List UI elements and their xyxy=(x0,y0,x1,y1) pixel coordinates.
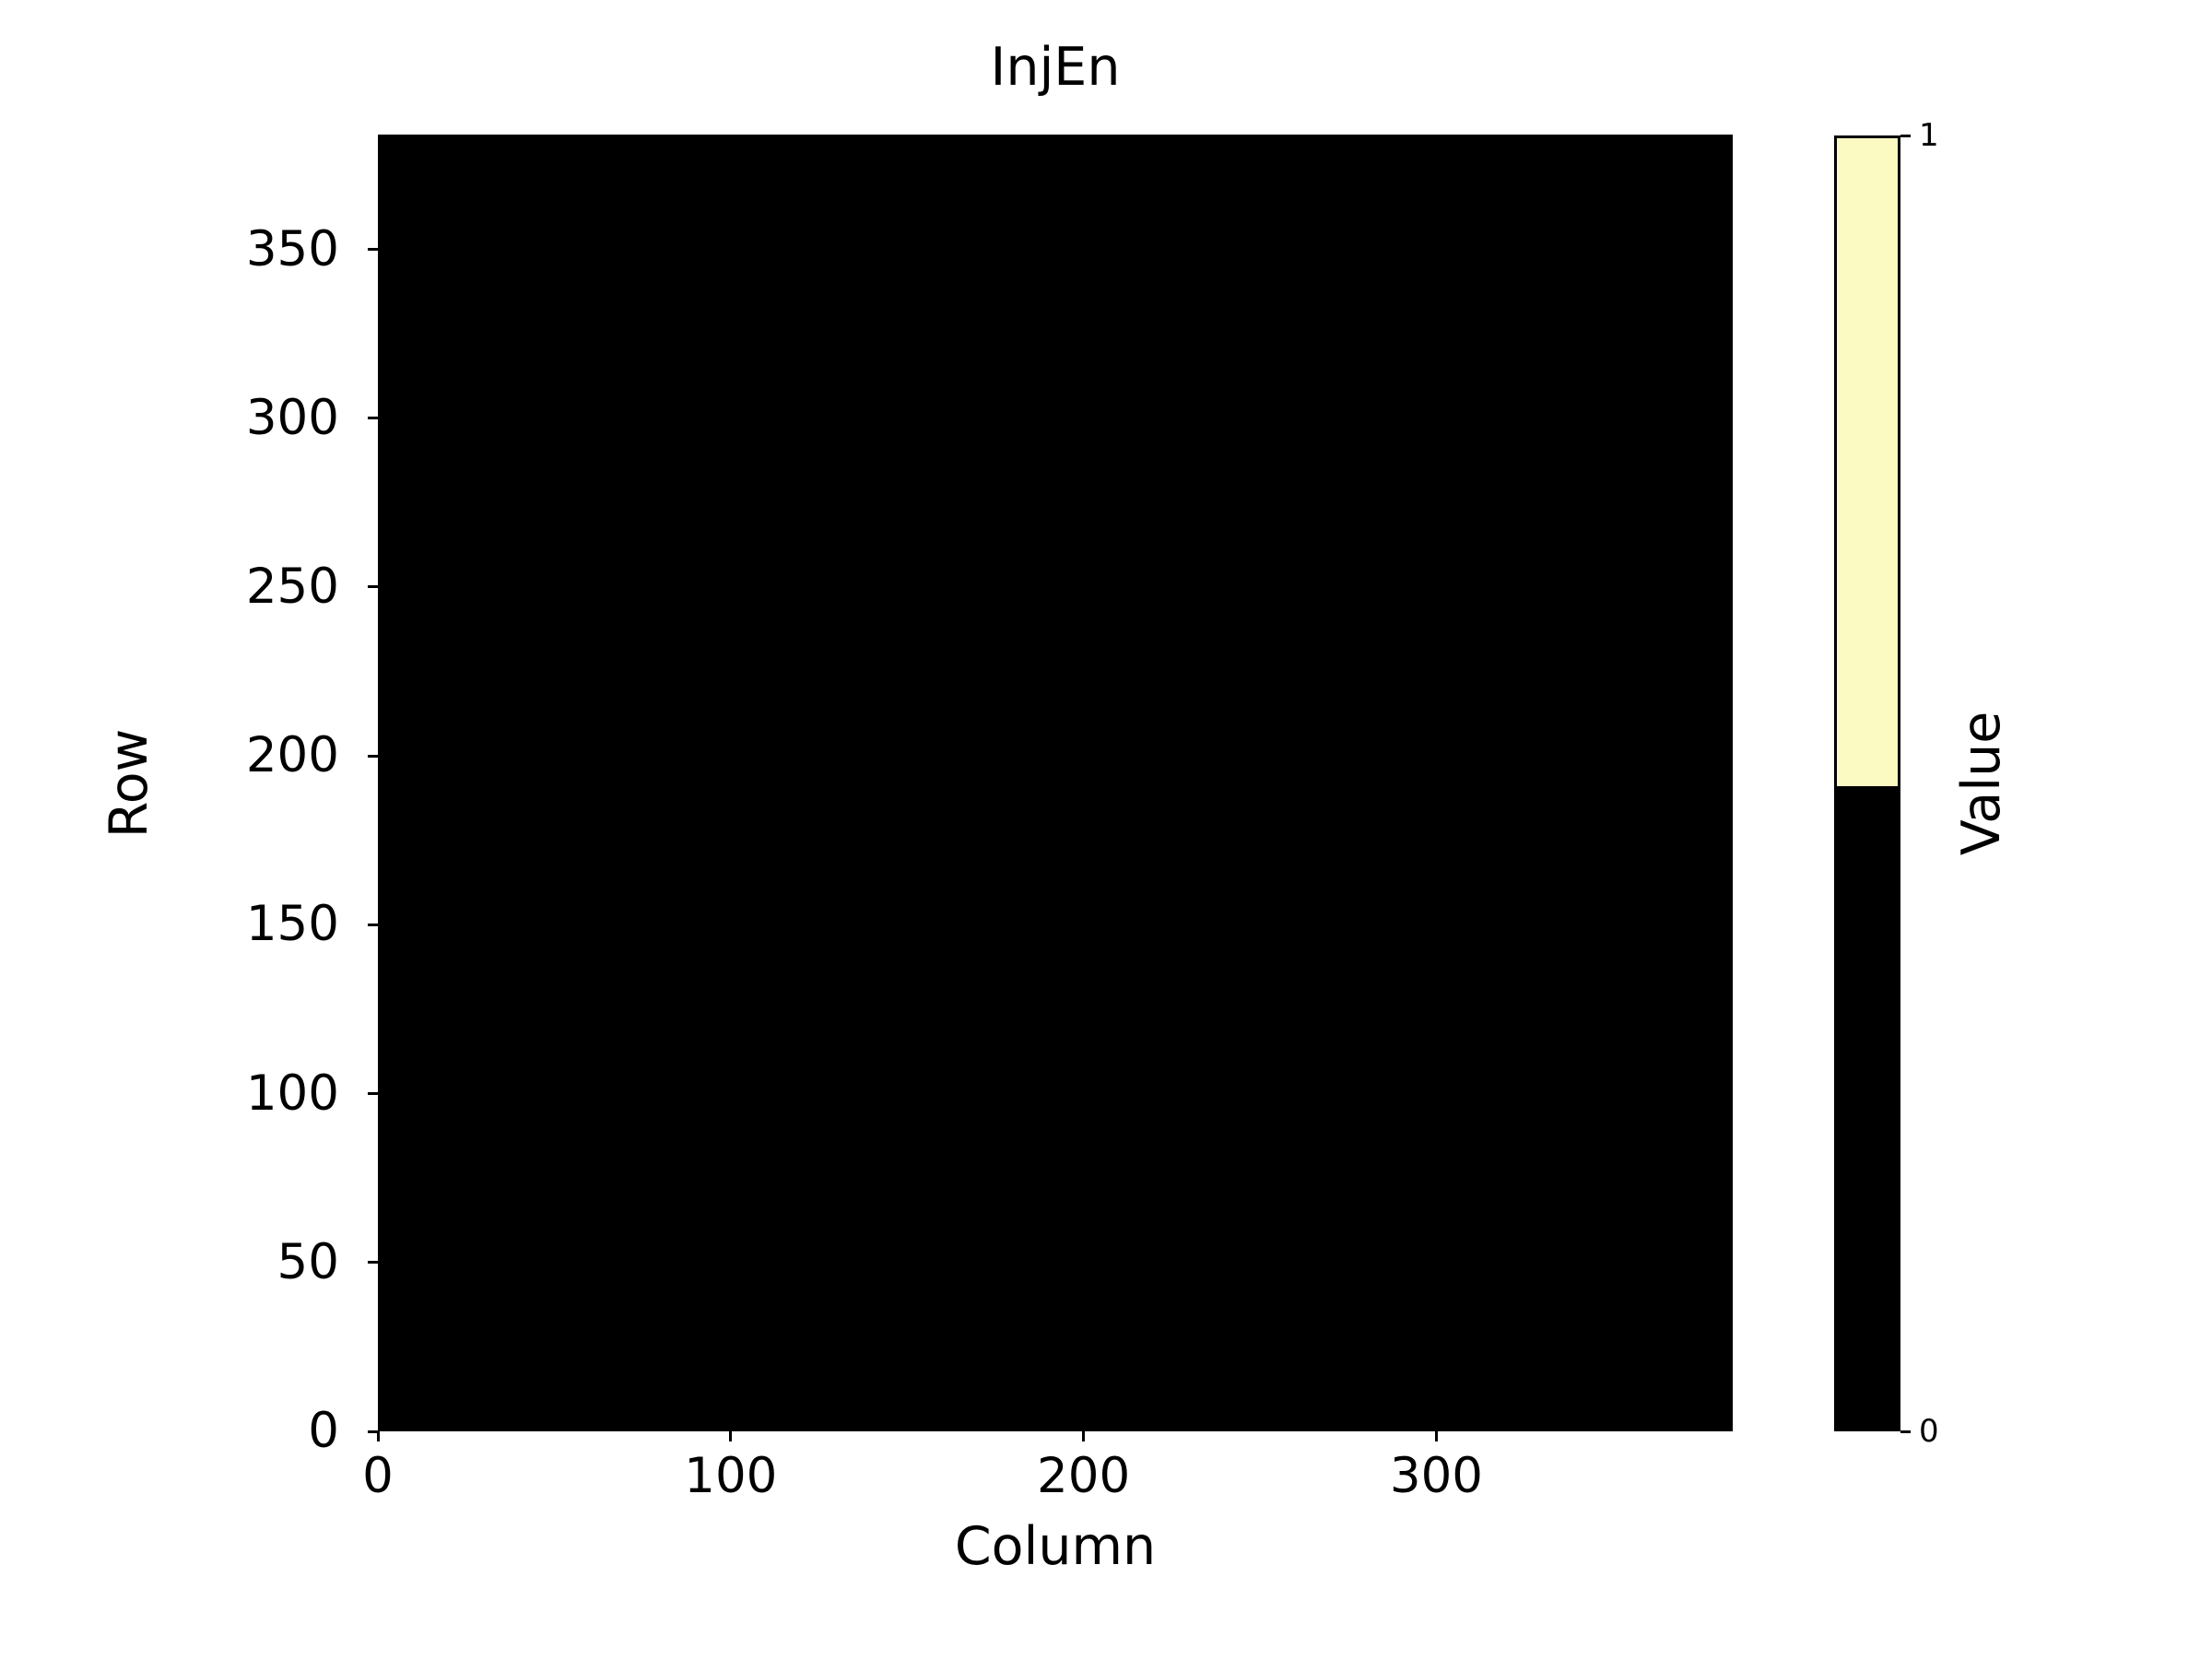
y-tick-label: 0 xyxy=(308,1403,339,1459)
y-tick-mark xyxy=(368,923,378,926)
colorbar-tick-mark xyxy=(1900,134,1911,137)
y-tick-mark xyxy=(368,1092,378,1096)
y-tick-label: 300 xyxy=(245,389,339,446)
x-tick-label: 0 xyxy=(362,1448,394,1504)
x-tick-label: 200 xyxy=(1037,1448,1131,1504)
heatmap-image xyxy=(378,135,1733,1431)
colorbar-segment-low xyxy=(1837,785,1898,1429)
y-tick-mark xyxy=(368,1261,378,1265)
x-tick-label: 300 xyxy=(1389,1448,1484,1504)
heatmap-plot-area[interactable] xyxy=(378,135,1733,1431)
colorbar-label-text: Value xyxy=(1951,711,2012,856)
y-tick-label: 250 xyxy=(245,558,339,615)
y-tick-label: 200 xyxy=(245,727,339,784)
y-tick-label: 150 xyxy=(245,896,339,953)
colorbar[interactable] xyxy=(1834,135,1900,1431)
x-tick-mark xyxy=(376,1431,380,1441)
colorbar-label: Value xyxy=(1945,135,2018,1431)
y-tick-mark xyxy=(368,248,378,252)
x-tick-label: 100 xyxy=(684,1448,778,1504)
y-tick-mark xyxy=(368,417,378,420)
colorbar-segment-high xyxy=(1837,138,1898,786)
colorbar-tick-label: 1 xyxy=(1919,117,1939,154)
y-tick-mark xyxy=(368,1430,378,1433)
y-tick-label: 50 xyxy=(276,1233,339,1290)
page-title: InjEn xyxy=(990,37,1121,98)
colorbar-gradient xyxy=(1834,135,1900,1431)
x-axis-label: Column xyxy=(954,1516,1157,1577)
y-tick-label: 350 xyxy=(245,220,339,277)
x-tick-mark xyxy=(1082,1431,1086,1441)
x-tick-mark xyxy=(729,1431,733,1441)
x-tick-mark xyxy=(1434,1431,1438,1441)
y-tick-mark xyxy=(368,754,378,758)
y-tick-mark xyxy=(368,585,378,589)
colorbar-tick-mark xyxy=(1900,1430,1911,1433)
colorbar-tick-label: 0 xyxy=(1919,1413,1939,1450)
y-tick-label: 100 xyxy=(245,1065,339,1122)
